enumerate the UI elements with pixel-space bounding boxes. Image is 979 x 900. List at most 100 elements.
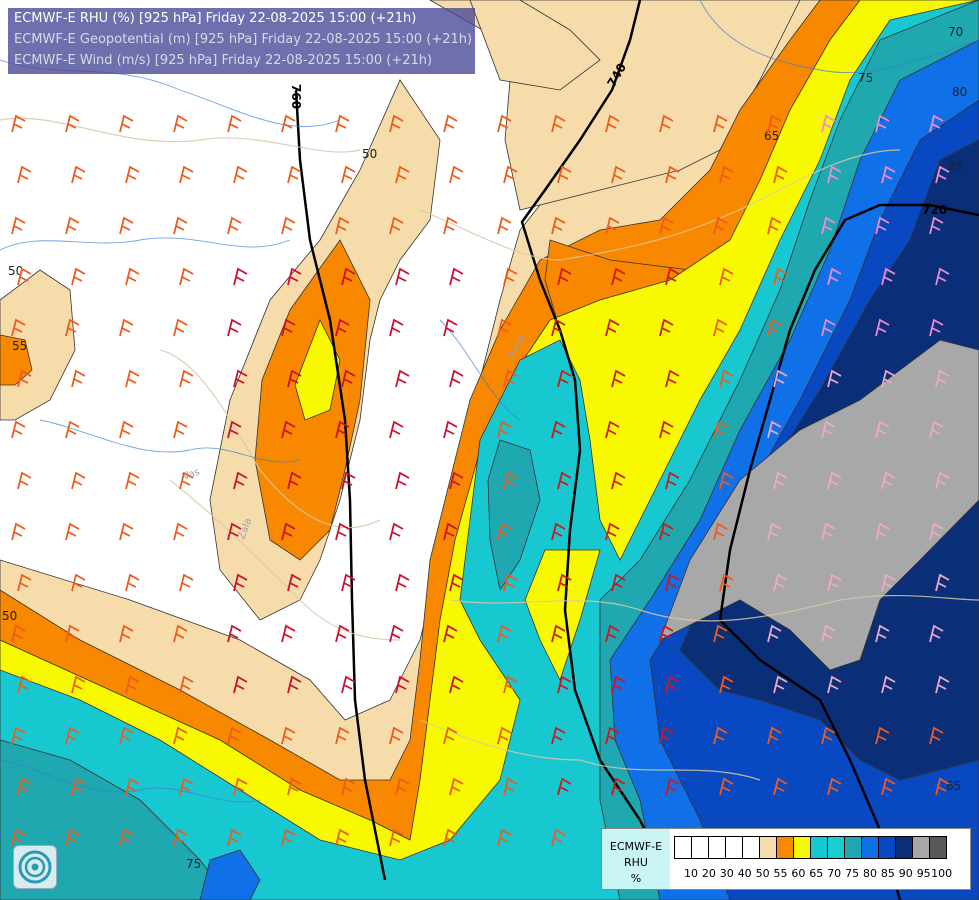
legend-swatch <box>844 836 862 859</box>
wind-barb <box>179 573 194 592</box>
legend-title-line1: ECMWF-E <box>609 840 663 853</box>
wind-barb <box>665 777 680 796</box>
wind-barb <box>551 420 566 439</box>
wind-barb <box>497 216 512 235</box>
wind-barb <box>551 624 566 643</box>
wind-barb <box>557 675 572 694</box>
wind-barb <box>659 216 674 235</box>
wind-barb <box>611 267 626 286</box>
wind-barb <box>497 726 512 745</box>
wind-barb <box>557 573 572 592</box>
wind-barb <box>713 726 728 745</box>
contour-label-75: 75 <box>858 71 873 85</box>
map-boundaries <box>0 117 979 781</box>
wind-barb <box>935 573 950 592</box>
wind-barb <box>611 471 626 490</box>
legend-swatch <box>742 836 760 859</box>
wind-barb <box>767 216 782 235</box>
wind-barb <box>281 624 296 643</box>
wind-barb <box>227 828 242 847</box>
wind-barb <box>11 828 26 847</box>
wind-barb <box>611 165 626 184</box>
wind-barb <box>827 675 842 694</box>
wind-barb <box>659 114 674 133</box>
wind-barb <box>719 675 734 694</box>
wind-barb <box>875 522 890 541</box>
wind-barb <box>557 369 572 388</box>
wind-barb <box>557 267 572 286</box>
legend-tick-label: 65 <box>809 867 824 880</box>
wind-barb <box>287 267 302 286</box>
wind-barb <box>935 777 950 796</box>
contour-label-80: 80 <box>952 85 967 99</box>
wind-barb <box>767 318 782 337</box>
wind-barb <box>605 420 620 439</box>
legend-swatch <box>895 836 913 859</box>
wind-barb <box>125 675 140 694</box>
wind-barb <box>227 522 242 541</box>
contour-label-65: 65 <box>764 129 779 143</box>
wind-barb <box>179 777 194 796</box>
legend-title: ECMWF-E RHU % <box>602 829 670 889</box>
color-legend: ECMWF-E RHU % 10 20 30 40 50 55 60 65 70 75 80 85 90… <box>601 828 971 890</box>
geopotential-line-740 <box>520 0 672 881</box>
wind-barb <box>503 369 518 388</box>
wind-barb <box>233 675 248 694</box>
wind-barb <box>395 777 410 796</box>
wind-barb <box>551 318 566 337</box>
header-line-wind: ECMWF-E Wind (m/s) [925 hPa] Friday 22-0… <box>14 53 433 68</box>
wind-barb <box>233 471 248 490</box>
wind-barb <box>719 165 734 184</box>
legend-tick-label: 85 <box>880 867 895 880</box>
wind-barb <box>335 522 350 541</box>
geopotential-label-760: 760 <box>289 84 303 109</box>
wind-barb <box>119 726 134 745</box>
wind-barb <box>335 420 350 439</box>
wind-barb <box>119 318 134 337</box>
wind-barb <box>71 165 86 184</box>
wind-barb <box>929 522 944 541</box>
wind-barb <box>443 114 458 133</box>
legend-tick-label: 90 <box>898 867 913 880</box>
wind-barb <box>173 522 188 541</box>
wind-barb <box>335 114 350 133</box>
wind-barb <box>281 522 296 541</box>
wind-barb <box>335 726 350 745</box>
wind-barb <box>605 216 620 235</box>
wind-barb <box>233 369 248 388</box>
wind-barb <box>929 114 944 133</box>
wind-barb <box>65 216 80 235</box>
wind-barb <box>659 420 674 439</box>
wind-barb <box>395 675 410 694</box>
wind-barb <box>713 318 728 337</box>
geopotential-line-720 <box>718 203 979 900</box>
rhu-zone-75-central <box>487 439 541 592</box>
wind-barb <box>443 726 458 745</box>
wind-barb <box>17 267 32 286</box>
wind-barb <box>821 114 836 133</box>
wind-barb <box>713 216 728 235</box>
geopotential-label-720: 720 <box>922 203 947 217</box>
wind-barb <box>773 777 788 796</box>
wind-barb <box>443 828 458 847</box>
contour-label-55: 55 <box>12 339 27 353</box>
legend-unit: % <box>630 872 642 885</box>
legend-swatch <box>708 836 726 859</box>
wind-barb <box>173 828 188 847</box>
wind-barb <box>341 573 356 592</box>
geopotential-line-760 <box>294 89 387 881</box>
wind-barb <box>827 369 842 388</box>
wind-barb <box>497 114 512 133</box>
wind-barb <box>65 726 80 745</box>
wind-barb <box>929 318 944 337</box>
legend-swatch <box>759 836 777 859</box>
wind-barb <box>281 318 296 337</box>
wind-barb <box>341 675 356 694</box>
wind-barb <box>443 624 458 643</box>
wind-barb <box>173 216 188 235</box>
wind-barb <box>449 369 464 388</box>
wind-barb <box>125 165 140 184</box>
wind-barb <box>233 777 248 796</box>
wind-barb <box>875 114 890 133</box>
contour-label-85: 85 <box>948 159 963 173</box>
